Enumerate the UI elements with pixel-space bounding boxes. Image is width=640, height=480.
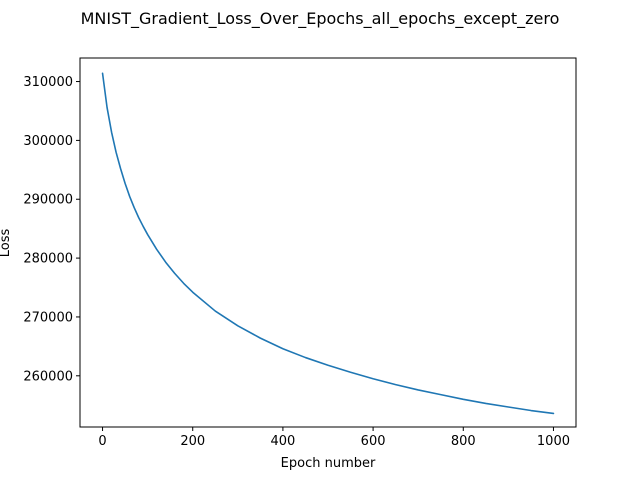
- axes-frame: [79, 57, 577, 428]
- x-tick-label: 600: [361, 434, 386, 449]
- y-tick-label: 280000: [23, 252, 73, 267]
- plot-area: 0 200 400 600 800 1000 260000 270000 280000 2900…: [23, 57, 577, 449]
- x-tick-label: 200: [180, 434, 205, 449]
- y-tick-label: 300000: [23, 134, 73, 149]
- y-tick-label: 270000: [23, 310, 73, 325]
- y-tick-label: 310000: [23, 75, 73, 90]
- x-tick-label: 400: [270, 434, 295, 449]
- x-axis-ticks: 0 200 400 600 800 1000: [98, 427, 570, 449]
- x-tick-label: 0: [98, 434, 106, 449]
- x-tick-label: 1000: [537, 434, 570, 449]
- chart-title: MNIST_Gradient_Loss_Over_Epochs_all_epoc…: [81, 9, 560, 29]
- y-axis-label: Loss: [0, 229, 13, 258]
- y-tick-label: 260000: [23, 369, 73, 384]
- x-axis-label: Epoch number: [281, 456, 376, 471]
- loss-series-line: [101, 72, 555, 415]
- x-tick-label: 800: [451, 434, 476, 449]
- y-tick-label: 290000: [23, 193, 73, 208]
- y-axis-ticks: 260000 270000 280000 290000 300000 310000: [23, 75, 80, 384]
